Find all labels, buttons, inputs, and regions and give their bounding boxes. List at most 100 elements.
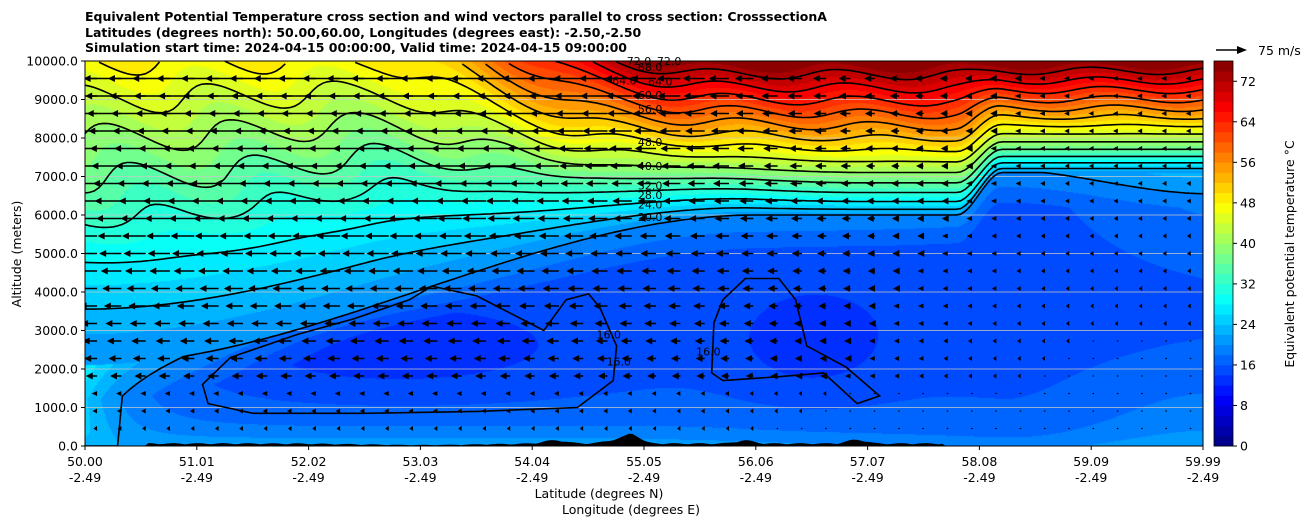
wind-vector-head [1041, 321, 1045, 326]
wind-vector-dot [1189, 357, 1192, 360]
wind-vector-dot [873, 392, 876, 395]
wind-vector-head [691, 267, 699, 275]
wind-vector-head [790, 197, 798, 205]
wind-vector-head [814, 162, 822, 170]
wind-vector-head [232, 110, 240, 117]
wind-vector-head [403, 110, 411, 117]
wind-vector-head [891, 197, 899, 205]
wind-vector-head [118, 197, 126, 205]
wind-vector-head [580, 92, 588, 100]
colorbar: 0 8 16 24 32 40 48 56 64 72 Equivalent potential … [1213, 60, 1297, 454]
wind-vector-head [91, 162, 99, 170]
wind-vector-head [182, 372, 190, 380]
wind-vector-head [1040, 198, 1045, 204]
wind-vector-head [1137, 146, 1143, 151]
wind-vector-head [749, 391, 754, 396]
y-tick-label: 8000.0 [34, 131, 78, 146]
wind-vector-head [407, 391, 414, 396]
wind-vector-head [1064, 198, 1070, 204]
wind-vector-head [917, 250, 925, 257]
wind-vector-head [178, 320, 186, 327]
wind-vector-head [991, 233, 997, 239]
wind-vector-head [383, 391, 389, 396]
wind-vector-head [480, 391, 486, 396]
wind-vector-head [764, 180, 772, 187]
colorbar-band [1214, 344, 1233, 356]
wind-vector-head [798, 408, 802, 414]
wind-vector-head [240, 197, 248, 205]
wind-vector-dot [1116, 392, 1119, 395]
wind-vector-head [1039, 76, 1045, 81]
wind-vector-head [312, 426, 316, 431]
wind-vector-head [1185, 128, 1191, 134]
wind-vector-head [1089, 251, 1094, 256]
wind-vector-head [991, 198, 997, 204]
wind-vector-head [408, 408, 414, 414]
wind-vector-head [226, 320, 234, 327]
wind-vector-head [150, 285, 158, 292]
wind-vector-head [340, 232, 348, 240]
wind-vector-head [237, 391, 243, 396]
wind-vector-head [1163, 286, 1167, 291]
wind-vector-head [286, 391, 292, 396]
wind-vector-head [331, 127, 339, 135]
wind-vector-head [167, 197, 175, 205]
wind-vector-dot [946, 410, 949, 412]
wind-vector-head [739, 197, 747, 205]
wind-vector-head [769, 337, 777, 345]
wind-vector-head [820, 372, 828, 380]
wind-vector-dot [1092, 340, 1095, 342]
wind-vector-head [194, 232, 202, 240]
wind-vector-dot [1116, 357, 1119, 360]
wind-vector-head [142, 426, 146, 431]
wind-vector-head [384, 180, 392, 187]
wind-vector-head [1113, 128, 1118, 134]
wind-vector-head [967, 286, 973, 291]
wind-vector-head [717, 285, 725, 292]
wind-vector-head [141, 180, 149, 187]
wind-vector-head [85, 355, 92, 362]
wind-vector-head [334, 391, 341, 396]
colorbar-band [1214, 354, 1233, 366]
wind-vector-head [131, 337, 139, 345]
contour-label: 68.0 [638, 61, 663, 74]
wind-vector-head [132, 355, 140, 362]
wind-vector-head [355, 127, 363, 135]
wind-vector-head [918, 321, 924, 326]
wind-vector-head [967, 303, 973, 309]
wind-vector-head [237, 162, 245, 170]
wind-vector-head [438, 232, 446, 240]
wind-vector-head [867, 250, 875, 257]
wind-vector-head [261, 162, 269, 170]
x-tick-label-latitude: 53.03 [403, 454, 439, 469]
wind-vector-head [266, 215, 274, 222]
wind-vector-head [840, 180, 848, 187]
wind-vector-head [335, 180, 343, 187]
wind-vector-head [594, 320, 602, 327]
wind-vector-dot [1141, 410, 1143, 412]
wind-vector-head [1137, 198, 1143, 204]
wind-vector-head [556, 127, 564, 135]
wind-vector-head [431, 145, 439, 152]
wind-vector-head [435, 197, 443, 205]
wind-vector-head [1017, 356, 1021, 361]
contour-24 [85, 167, 1203, 310]
wind-vector-head [73, 233, 80, 240]
wind-vector-head [787, 92, 795, 100]
wind-vector-head [915, 145, 923, 152]
wind-vector-head [788, 145, 796, 152]
wind-vector-head [589, 232, 597, 240]
wind-vector-head [220, 250, 228, 257]
wind-vector-head [1040, 216, 1045, 221]
y-tick-label: 0.0 [58, 439, 78, 454]
wind-vector-head [1113, 216, 1118, 221]
wind-vector-head [513, 232, 521, 240]
wind-vector-head [583, 145, 591, 152]
wind-vector-head [941, 180, 949, 187]
wind-vector-head [545, 320, 553, 327]
wind-vector-head [1016, 251, 1021, 256]
contour-label: 40.0 [638, 160, 663, 173]
wind-vector-head [683, 92, 691, 100]
wind-vector-head [669, 337, 677, 345]
wind-vector-head [348, 320, 356, 327]
